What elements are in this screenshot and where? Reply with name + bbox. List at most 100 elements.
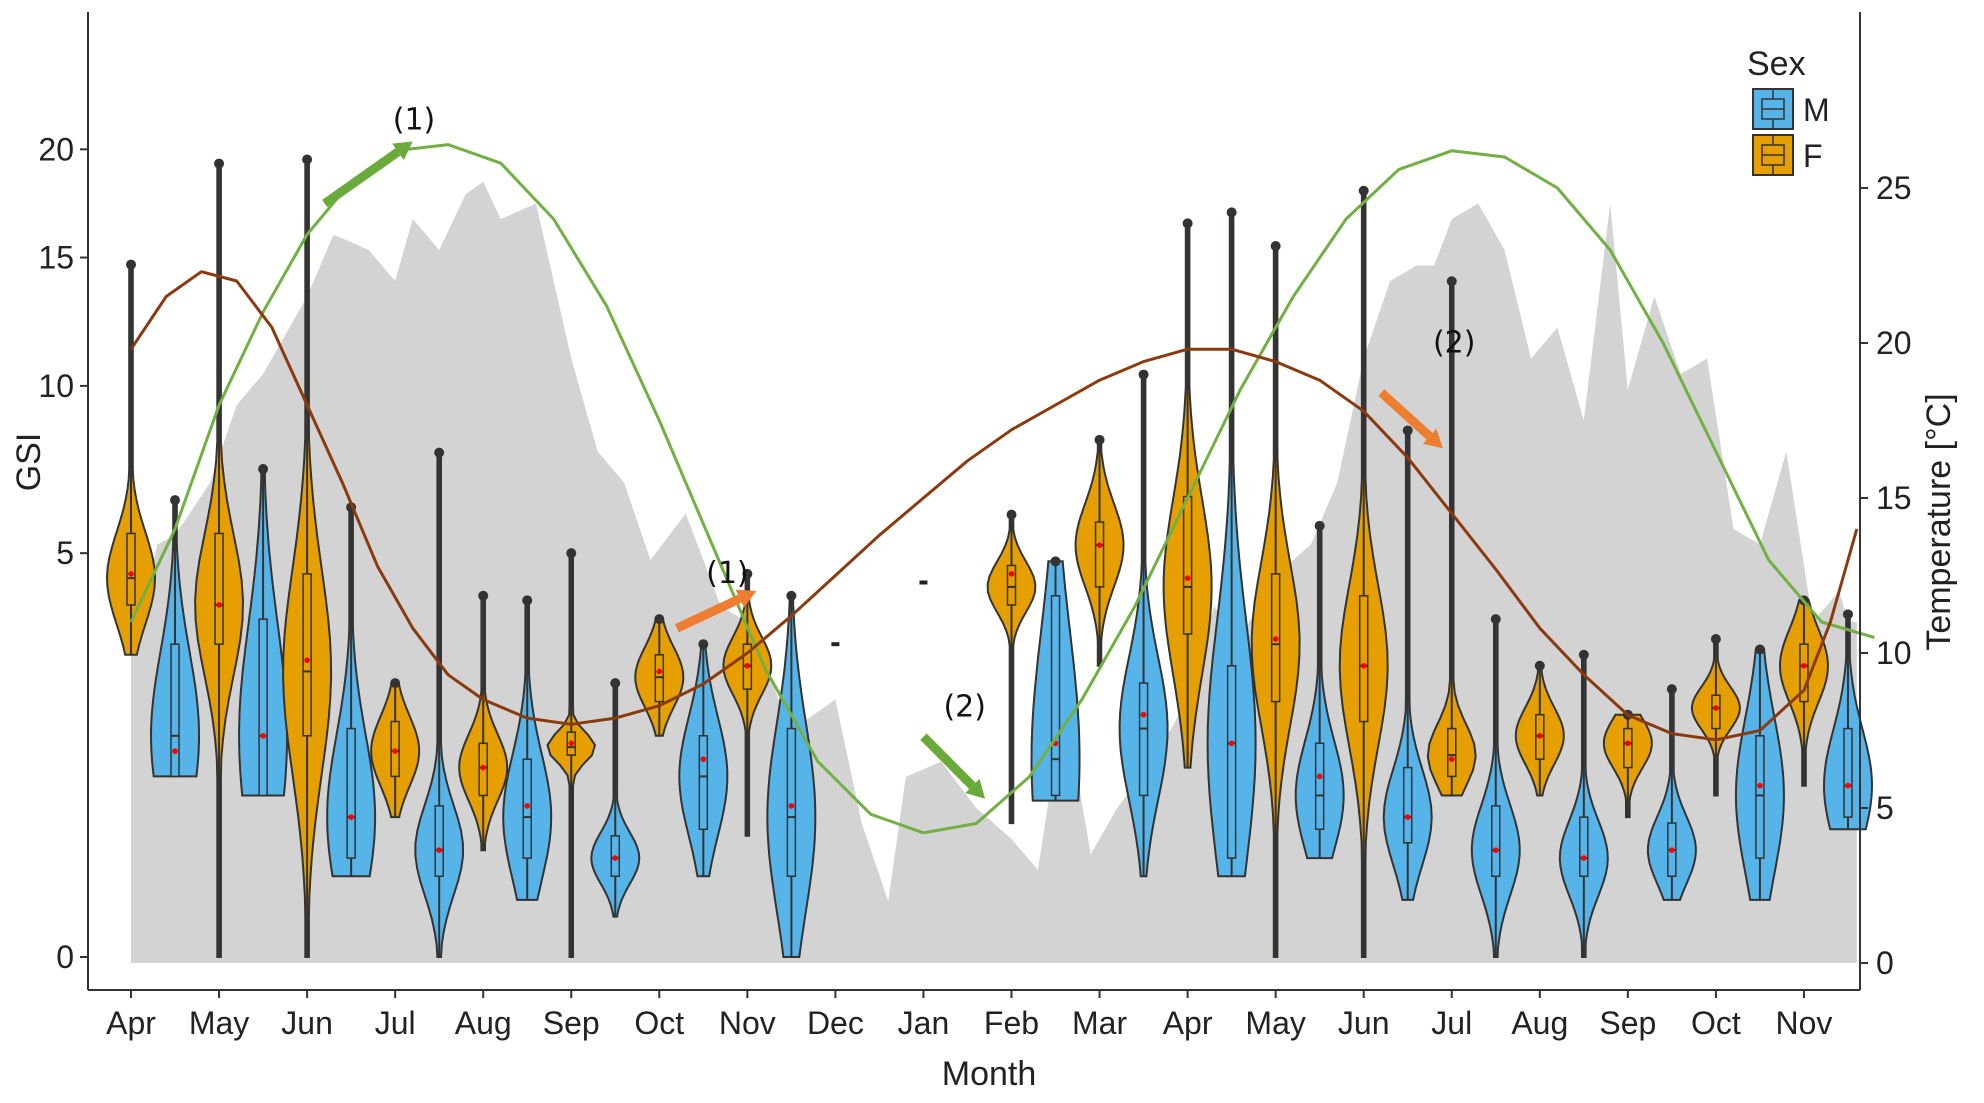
y2-tick-label: 5 bbox=[1876, 790, 1894, 826]
violin-f-2 bbox=[194, 158, 245, 958]
mean-marker bbox=[1184, 575, 1191, 581]
violin-f-0 bbox=[105, 259, 157, 656]
mean-marker bbox=[1096, 542, 1103, 548]
violin-m-29 bbox=[1558, 649, 1609, 958]
violin-f-4 bbox=[282, 154, 333, 958]
x-tick-label: Nov bbox=[1775, 1005, 1832, 1041]
violin-box bbox=[1491, 805, 1501, 877]
violin-m-1 bbox=[149, 495, 200, 778]
violin-f-28 bbox=[1514, 660, 1565, 797]
violin-box bbox=[434, 805, 444, 877]
y-tick-label: 0 bbox=[56, 939, 74, 975]
annotation-label: (1) bbox=[706, 556, 749, 591]
mean-marker bbox=[1581, 855, 1587, 861]
annotation-arrow-2: (2) bbox=[920, 690, 986, 799]
mean-marker bbox=[1228, 740, 1235, 747]
outlier-point bbox=[1094, 434, 1105, 445]
violin-box bbox=[170, 643, 180, 778]
outlier-point bbox=[258, 464, 269, 475]
violin-m-7 bbox=[414, 447, 465, 958]
annotation-arrow-0: (1) bbox=[322, 103, 436, 208]
x-tick-label: Oct bbox=[634, 1005, 684, 1041]
outlier-point bbox=[1534, 660, 1545, 671]
mean-marker bbox=[1404, 814, 1411, 820]
y-tick-label: 10 bbox=[38, 368, 74, 404]
violin-box bbox=[1226, 665, 1237, 859]
x-tick-label: May bbox=[189, 1005, 249, 1041]
mean-marker bbox=[744, 662, 751, 669]
mean-marker bbox=[1669, 847, 1675, 853]
outlier-point bbox=[1710, 634, 1721, 645]
outlier-point bbox=[1666, 684, 1677, 695]
violin-m-15 bbox=[766, 590, 817, 958]
violin-m-21 bbox=[1206, 207, 1257, 878]
violin-box bbox=[1094, 521, 1105, 588]
outlier-point bbox=[1754, 644, 1765, 655]
outlier-point bbox=[1226, 207, 1237, 218]
arrow-shaft bbox=[322, 148, 401, 208]
y2-tick-label: 25 bbox=[1876, 170, 1912, 206]
legend-title: Sex bbox=[1747, 45, 1806, 83]
arrow-head bbox=[965, 778, 986, 799]
annotation-label: (2) bbox=[1433, 326, 1476, 361]
violin-m-19 bbox=[1118, 369, 1169, 878]
outlier-point bbox=[1842, 609, 1853, 620]
outlier-point bbox=[610, 678, 621, 689]
x-tick-label: Jan bbox=[898, 1005, 950, 1041]
violin-box bbox=[1402, 766, 1413, 844]
legend-label-f: F bbox=[1803, 138, 1823, 174]
violin-box bbox=[1050, 595, 1061, 797]
violin-box bbox=[1799, 643, 1809, 703]
violin-f-6 bbox=[370, 678, 421, 819]
x-axis-title: Month bbox=[942, 1055, 1037, 1093]
violin-m-9 bbox=[502, 595, 553, 901]
violin-box bbox=[302, 573, 312, 737]
x-tick-label: Sep bbox=[543, 1005, 600, 1041]
violin-f-12 bbox=[634, 614, 685, 737]
violin-box bbox=[214, 532, 224, 645]
mean-marker bbox=[1272, 636, 1279, 642]
outlier-point bbox=[698, 639, 709, 650]
mean-marker bbox=[128, 571, 134, 577]
mean-marker bbox=[1492, 847, 1499, 853]
mean-marker bbox=[524, 803, 531, 809]
violin-box bbox=[1711, 694, 1721, 730]
mean-marker bbox=[436, 847, 442, 853]
legend: Sex M F bbox=[1747, 45, 1830, 176]
mean-marker bbox=[1140, 711, 1147, 718]
x-tick-label: Apr bbox=[106, 1005, 156, 1041]
outlier-point bbox=[478, 590, 489, 601]
violin-box bbox=[1138, 682, 1149, 797]
outlier-point bbox=[522, 595, 533, 606]
violin-box bbox=[1182, 495, 1193, 635]
mean-marker bbox=[172, 748, 178, 754]
violin-layer bbox=[105, 154, 1874, 958]
outlier-point bbox=[786, 590, 797, 601]
mean-marker bbox=[480, 764, 487, 771]
annotation-arrow-1: (1) bbox=[674, 556, 757, 633]
annotation-label: (1) bbox=[393, 103, 436, 138]
x-tick-label: Sep bbox=[1599, 1005, 1656, 1041]
violin-box bbox=[1755, 735, 1765, 859]
violin-f-22 bbox=[1250, 240, 1301, 958]
x-tick-label: Nov bbox=[719, 1005, 776, 1041]
x-tick-label: Feb bbox=[984, 1005, 1039, 1041]
mean-marker bbox=[700, 756, 707, 762]
violin-f-8 bbox=[458, 590, 509, 852]
violin-f-14 bbox=[722, 568, 773, 837]
y2-axis-title: Temperature [°C] bbox=[1920, 393, 1958, 650]
x-tick-label: Jun bbox=[281, 1005, 333, 1041]
x-tick-label: Jul bbox=[1431, 1005, 1472, 1041]
x-tick-label: Jul bbox=[375, 1005, 416, 1041]
violin-box bbox=[346, 727, 356, 859]
violin-m-3 bbox=[238, 464, 289, 797]
violin-box bbox=[258, 618, 268, 797]
mean-marker bbox=[612, 855, 619, 861]
x-tick-label: May bbox=[1245, 1005, 1305, 1041]
arrow-shaft bbox=[1378, 389, 1433, 440]
arrow-shaft bbox=[674, 594, 742, 633]
violin-f-10 bbox=[546, 548, 597, 958]
violin-box bbox=[1579, 816, 1589, 877]
annotation-layer: (1) (1) (2) (2) bbox=[322, 103, 1476, 799]
violin-f-24 bbox=[1338, 185, 1389, 958]
